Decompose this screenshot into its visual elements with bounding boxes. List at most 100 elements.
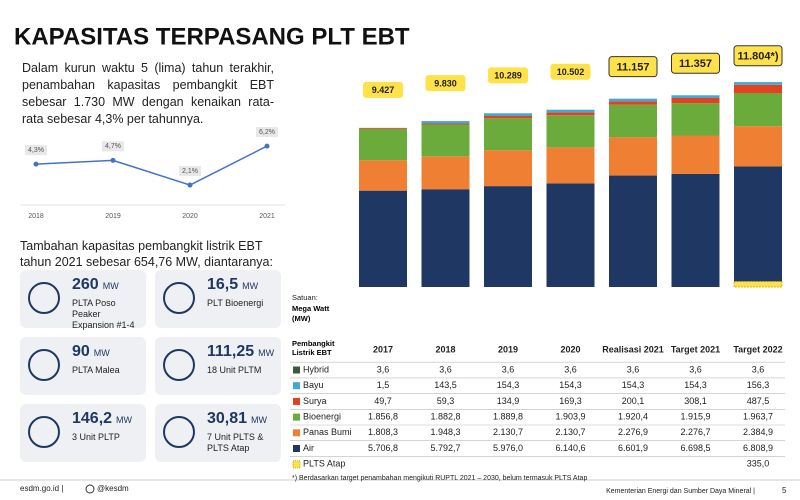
legend-label: Air <box>303 443 314 453</box>
table-cell: 134,9 <box>497 396 520 406</box>
summary: Dalam kurun waktu 5 (lima) tahun terakhi… <box>22 61 274 126</box>
card: 90 MW PLTA Malea <box>20 337 146 395</box>
legend-swatch <box>293 413 300 421</box>
table-cell: 154,3 <box>684 380 707 390</box>
bar-segment <box>671 103 720 136</box>
total-label: 9.830 <box>434 78 457 88</box>
card-icon <box>163 282 195 314</box>
column-header: Target 2022 <box>733 344 782 354</box>
card-icon <box>28 416 60 448</box>
label-box <box>102 141 124 152</box>
bar-segment <box>421 123 470 125</box>
bar-segment <box>421 189 470 287</box>
legend-label: Bioenergi <box>303 411 341 421</box>
bar-segment <box>421 121 470 124</box>
card-label: PLTA Malea <box>72 365 120 375</box>
footer-ministry: Kementerian Energi dan Sumber Daya Miner… <box>606 488 755 495</box>
card: 146,2 MW 3 Unit PLTP <box>20 404 146 462</box>
bar-segment <box>609 175 657 287</box>
card-icon <box>163 349 195 381</box>
table-cell: 1.915,9 <box>680 411 710 421</box>
point <box>264 143 270 149</box>
bar-segment <box>546 112 595 116</box>
table-cell: 3,6 <box>689 364 702 374</box>
total-label: 11.157 <box>616 62 649 74</box>
legend-swatch <box>293 445 300 452</box>
card-value: 111,25 MW <box>207 343 275 360</box>
card-unit: MW <box>242 281 259 291</box>
table-cell: 2.276,9 <box>618 427 648 437</box>
table-header: Pembangkit Listrik EBT <box>292 339 335 357</box>
card: 16,5 MW PLT Bioenergi <box>155 270 281 328</box>
table-cell: 6.601,9 <box>618 443 648 453</box>
point <box>187 182 193 188</box>
bar-segment <box>359 128 407 161</box>
table-cell: 2.276,7 <box>680 427 710 437</box>
card-value: 260 MW <box>72 276 119 293</box>
bar-segment <box>734 93 782 127</box>
card: 30,81 MW 7 Unit PLTS & PLTS Atap <box>155 404 281 462</box>
card: 260 MW PLTA Poso Peaker Expansion #1-4 <box>20 270 146 330</box>
card-label: PLT Bioenergi <box>207 298 264 308</box>
table-cell: 59,3 <box>437 396 455 406</box>
point <box>33 161 39 167</box>
card-value: 30,81 MW <box>207 410 268 427</box>
table-cell: 154,3 <box>559 380 582 390</box>
x-tick-label: 2019 <box>105 213 121 220</box>
total-box <box>363 81 403 98</box>
legend-label: Surya <box>303 396 327 406</box>
total-label: 9.427 <box>372 85 395 95</box>
bar-segment <box>359 190 407 287</box>
card-value: 90 MW <box>72 343 110 360</box>
legend-swatch <box>292 460 301 469</box>
total-box <box>608 56 658 78</box>
table-cell: 2.130,7 <box>493 427 523 437</box>
bar-segment <box>609 101 657 105</box>
table-cell: 154,3 <box>497 380 520 390</box>
label-box <box>25 145 47 156</box>
bar-segment <box>484 113 532 116</box>
legend-label: Bayu <box>303 380 324 390</box>
card-value: 146,2 MW <box>72 410 133 427</box>
table-cell: 1.889,8 <box>493 411 523 421</box>
bar-segment <box>546 147 595 184</box>
table-cell: 1,5 <box>377 380 390 390</box>
label-box <box>179 166 201 177</box>
card-label: PLTA Poso Peaker Expansion #1-4 <box>72 298 135 330</box>
legend-swatch <box>293 429 300 437</box>
bar-segment <box>734 166 782 282</box>
footer-website: esdm.go.id | <box>20 484 63 493</box>
card-icon <box>28 349 60 381</box>
x-tick-label: 2018 <box>28 213 44 220</box>
point-label: 4,7% <box>105 143 121 150</box>
column-header: Target 2021 <box>671 344 720 354</box>
card-unit: MW <box>102 281 119 291</box>
bar-segment <box>484 115 532 119</box>
bar-segment <box>733 280 783 288</box>
table-cell: 6.140,6 <box>555 443 585 453</box>
table-cell: 487,5 <box>747 396 770 406</box>
card-label: 3 Unit PLTP <box>72 432 120 442</box>
bar-segment <box>734 82 782 85</box>
total-box <box>488 67 528 84</box>
table-cell: 2.384,9 <box>743 427 773 437</box>
table-cell: 200,1 <box>622 396 645 406</box>
legend-swatch <box>293 366 300 374</box>
table-cell: 143,5 <box>434 380 457 390</box>
total-box <box>425 75 466 92</box>
table-cell: 308,1 <box>684 396 707 406</box>
bar-segment <box>609 104 657 138</box>
column-header: 2017 <box>373 344 393 354</box>
label-box <box>256 127 278 138</box>
legend-label: Hybrid <box>303 364 329 374</box>
bar-segment <box>546 183 595 287</box>
legend-label: PLTS Atap <box>303 459 345 469</box>
table-cell: 1.963,7 <box>743 411 773 421</box>
footnote: *) Berdasarkan target penambahan mengiku… <box>292 475 587 482</box>
footer-social: @kesdm <box>97 484 129 493</box>
table-cell: 6.698,5 <box>680 443 710 453</box>
card-unit: MW <box>116 415 133 425</box>
table-cell: 1.856,8 <box>368 411 398 421</box>
bar-segment <box>671 97 720 104</box>
